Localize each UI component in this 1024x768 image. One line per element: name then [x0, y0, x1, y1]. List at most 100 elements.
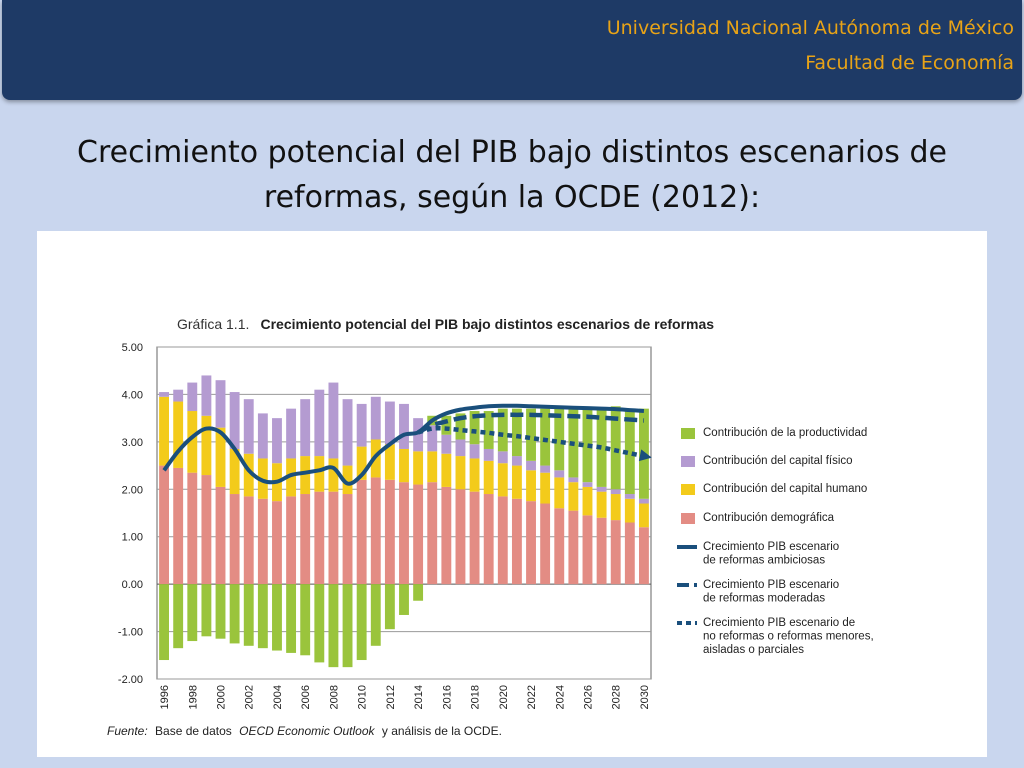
bar-segment: [300, 456, 311, 495]
legend-label: no reformas o reformas menores,: [703, 631, 874, 643]
bar-segment: [526, 460, 536, 471]
bar-segment: [342, 584, 353, 668]
bar-segment: [610, 520, 621, 585]
bar-segment: [370, 396, 381, 440]
legend-swatch: [681, 428, 695, 439]
bar-segment: [511, 408, 522, 457]
bar-segment: [540, 408, 551, 466]
y-tick-label: 0.00: [122, 579, 143, 591]
bar-segment: [328, 458, 339, 492]
y-tick-label: 1.00: [122, 532, 143, 544]
bar-segment: [455, 489, 466, 585]
bar-segment: [356, 479, 367, 585]
x-tick-label: 2000: [216, 685, 228, 709]
bar-segment: [441, 453, 452, 487]
bar-segment: [356, 584, 367, 661]
legend-label: Contribución de la productividad: [703, 427, 867, 439]
bar-segment: [173, 584, 184, 649]
bar-segment: [455, 439, 466, 457]
bar-segment: [314, 491, 325, 585]
bar-segment: [511, 465, 522, 499]
x-tick-label: 2028: [611, 685, 623, 709]
bar-segment: [384, 479, 395, 585]
legend-label: Crecimiento PIB escenario: [703, 579, 839, 591]
bar-segment: [399, 584, 409, 615]
bar-segment: [526, 408, 536, 461]
bar-segment: [483, 448, 494, 461]
bar-segment: [370, 477, 381, 585]
bar-segment: [159, 392, 169, 397]
x-tick-label: 2004: [272, 685, 284, 709]
series-line-dotted: [417, 425, 645, 459]
y-tick-label: 5.00: [122, 342, 143, 354]
source-text-2: y análisis de la OCDE.: [382, 724, 502, 738]
bar-segment: [568, 482, 579, 511]
bar-segment: [483, 494, 494, 585]
bar-segment: [314, 456, 325, 492]
bar-segment: [497, 463, 508, 497]
bar-segment: [215, 380, 226, 428]
bar-segment: [159, 584, 169, 661]
x-tick-label: 2024: [554, 685, 566, 709]
series-line-dashed: [417, 412, 645, 435]
legend-label: aisladas o parciales: [703, 644, 804, 656]
bar-segment: [554, 470, 565, 478]
bar-segment: [159, 396, 169, 466]
bar-segment: [384, 401, 395, 445]
bar-segment: [413, 451, 424, 485]
bar-segment: [187, 411, 198, 473]
bar-segment: [399, 403, 409, 449]
x-tick-label: 2002: [244, 685, 256, 709]
x-tick-label: 2006: [300, 685, 312, 709]
bar-segment: [554, 508, 565, 585]
source-database: OECD Economic Outlook: [239, 724, 375, 738]
series-line-solid: [162, 403, 645, 486]
bar-segment: [568, 510, 579, 585]
legend-label: de reformas moderadas: [703, 593, 825, 605]
bar-segment: [582, 515, 593, 585]
bar-segment: [596, 486, 607, 492]
bar-segment: [328, 584, 339, 668]
bar-segment: [441, 434, 452, 454]
figure-number: Gráfica 1.1.: [177, 316, 249, 332]
bar-segment: [540, 472, 551, 504]
bar-segment: [596, 517, 607, 585]
legend-swatch: [681, 484, 695, 495]
bar-segment: [639, 527, 649, 585]
bar-segment: [568, 477, 579, 483]
bar-segment: [483, 460, 494, 495]
bar-segment: [413, 418, 424, 452]
bar-segment: [483, 411, 494, 449]
bar-segment: [229, 494, 240, 585]
bar-segment: [469, 444, 480, 459]
bar-segment: [272, 501, 282, 585]
slide-title: Crecimiento potencial del PIB bajo disti…: [0, 130, 1024, 220]
legend-swatch: [681, 513, 695, 524]
legend-label: Contribución demográfica: [703, 512, 835, 524]
y-tick-label: 3.00: [122, 437, 143, 449]
bar-segment: [201, 375, 212, 416]
bar-segment: [187, 472, 198, 585]
bar-segment: [413, 484, 424, 585]
x-tick-label: 1998: [187, 685, 199, 709]
bar-segment: [554, 477, 565, 509]
bar-segment: [441, 486, 452, 585]
bar-segment: [300, 584, 311, 656]
chart-title: Crecimiento potencial del PIB bajo disti…: [260, 316, 714, 332]
bar-segment: [173, 389, 184, 402]
bar-segment: [427, 482, 438, 585]
bar-segment: [370, 584, 381, 646]
source-label: Fuente:: [107, 724, 148, 738]
chart-source: Fuente: Base de datos OECD Economic Outl…: [107, 724, 502, 738]
bar-segment: [342, 494, 353, 585]
bar-segment: [286, 496, 297, 585]
bar-segment: [243, 496, 254, 585]
bar-segment: [257, 584, 268, 649]
x-tick-label: 2020: [498, 685, 510, 709]
bar-segment: [243, 399, 254, 454]
bar-segment: [455, 413, 466, 440]
legend-swatch: [681, 456, 695, 467]
bar-segment: [229, 448, 240, 495]
slide-title-line-1: Crecimiento potencial del PIB bajo disti…: [77, 135, 947, 170]
bar-segment: [173, 401, 184, 468]
